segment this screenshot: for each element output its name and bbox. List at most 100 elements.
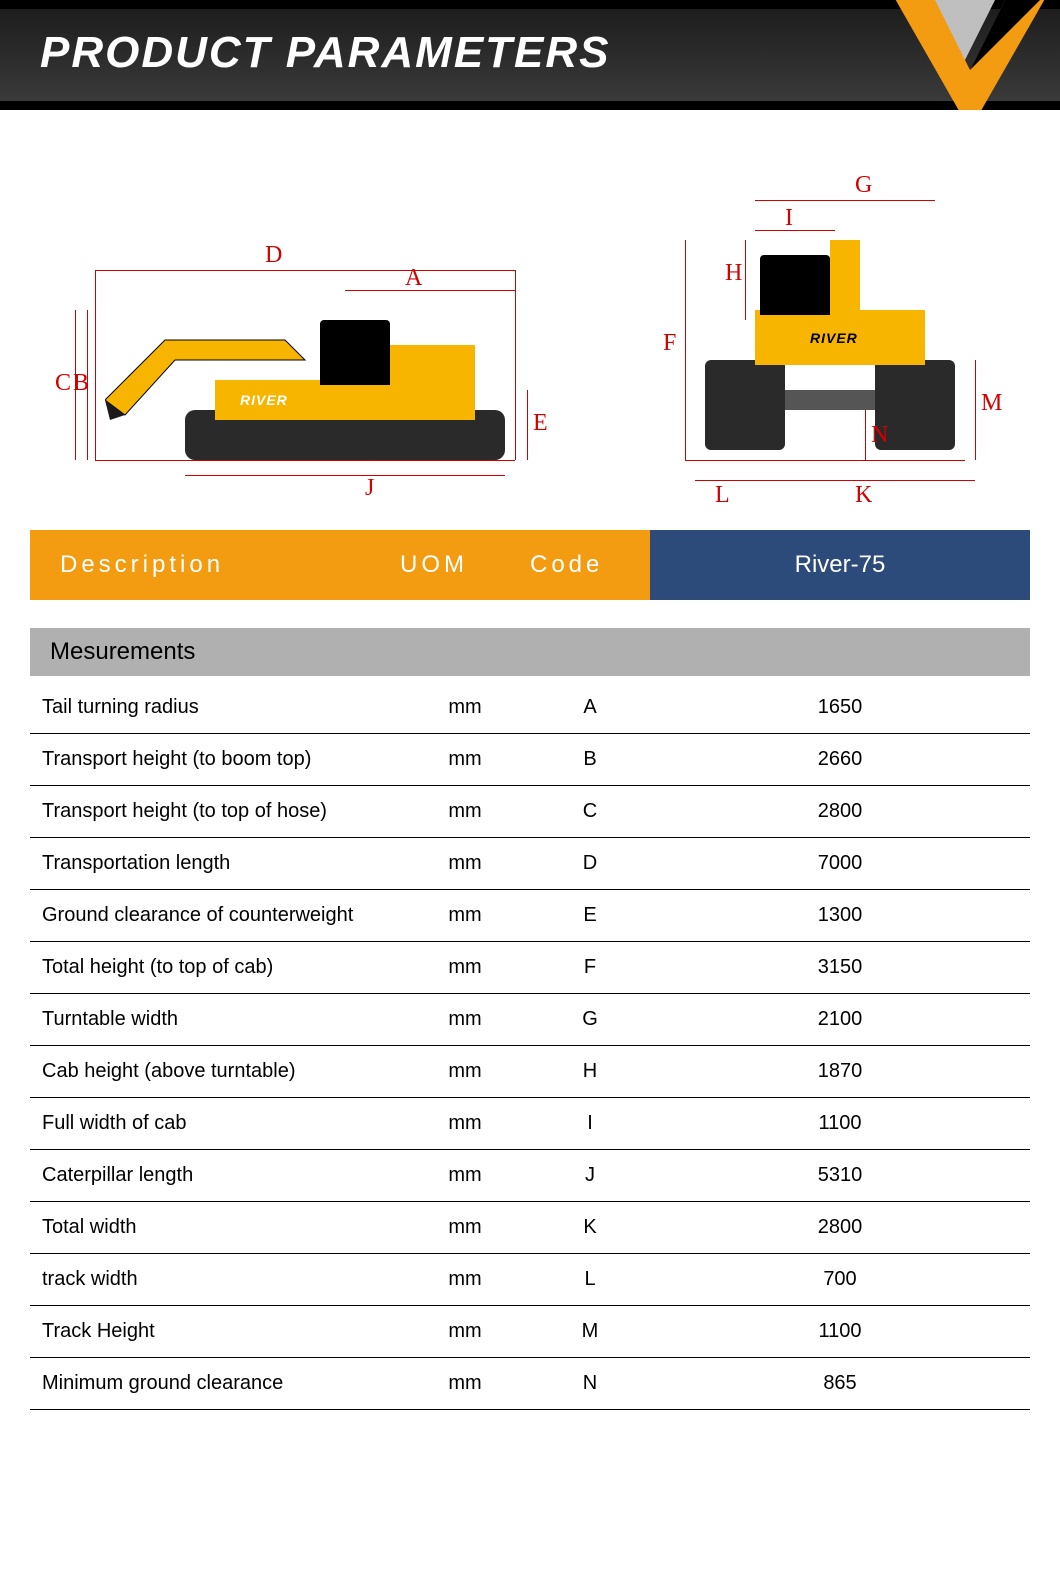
header-banner: PRODUCT PARAMETERS [0, 0, 1060, 110]
header-orange: Description UOM Code [30, 530, 650, 600]
cell-val: 3150 [650, 942, 1030, 994]
dim-label-L: L [715, 482, 730, 509]
cell-uom: mm [400, 1358, 530, 1410]
cell-uom: mm [400, 1046, 530, 1098]
cell-desc: Total height (to top of cab) [30, 942, 400, 994]
header-model: River-75 [650, 530, 1030, 600]
cell-val: 2100 [650, 994, 1030, 1046]
table-row: Track HeightmmM1100 [30, 1306, 1030, 1358]
cell-code: N [530, 1358, 650, 1410]
cell-val: 700 [650, 1254, 1030, 1306]
diagram-front-view: RIVER G I H F M N L K [635, 190, 995, 490]
cell-code: D [530, 838, 650, 890]
page-title: PRODUCT PARAMETERS [40, 28, 611, 78]
cell-val: 2800 [650, 786, 1030, 838]
cell-desc: Ground clearance of counterweight [30, 890, 400, 942]
table-row: Ground clearance of counterweightmmE1300 [30, 890, 1030, 942]
cell-uom: mm [400, 1306, 530, 1358]
dim-label-D: D [265, 242, 282, 269]
dim-label-J: J [365, 475, 374, 502]
cell-uom: mm [400, 838, 530, 890]
dim-label-N: N [871, 422, 888, 449]
cell-desc: Total width [30, 1202, 400, 1254]
cell-code: F [530, 942, 650, 994]
cell-val: 2800 [650, 1202, 1030, 1254]
dim-label-A: A [405, 265, 422, 292]
cell-code: E [530, 890, 650, 942]
cell-code: A [530, 682, 650, 734]
dim-label-B: B [73, 370, 89, 397]
cell-desc: Tail turning radius [30, 682, 400, 734]
header-description: Description [30, 551, 400, 579]
spec-table-wrap: Description UOM Code River-75 Mesurement… [0, 530, 1060, 1470]
table-row: Transport height (to boom top)mmB2660 [30, 734, 1030, 786]
dim-label-H: H [725, 260, 742, 287]
table-row: Tail turning radiusmmA1650 [30, 682, 1030, 734]
cell-code: I [530, 1098, 650, 1150]
dim-label-C: C [55, 370, 71, 397]
cell-code: K [530, 1202, 650, 1254]
cell-uom: mm [400, 1098, 530, 1150]
cell-desc: track width [30, 1254, 400, 1306]
cell-desc: Turntable width [30, 994, 400, 1046]
table-column-header: Description UOM Code River-75 [30, 530, 1030, 600]
dim-label-I: I [785, 205, 793, 232]
cell-val: 1870 [650, 1046, 1030, 1098]
cell-uom: mm [400, 1150, 530, 1202]
dim-label-M: M [981, 390, 1002, 417]
table-row: track widthmmL700 [30, 1254, 1030, 1306]
cell-desc: Transportation length [30, 838, 400, 890]
table-row: Total height (to top of cab)mmF3150 [30, 942, 1030, 994]
cell-uom: mm [400, 994, 530, 1046]
header-uom: UOM [400, 551, 530, 579]
cell-code: L [530, 1254, 650, 1306]
cell-desc: Track Height [30, 1306, 400, 1358]
cell-code: G [530, 994, 650, 1046]
diagram-area: RIVER D A C B E J RIVER G I H F M N L [0, 110, 1060, 530]
cell-uom: mm [400, 942, 530, 994]
table-row: Transport height (to top of hose)mmC2800 [30, 786, 1030, 838]
cell-val: 1650 [650, 682, 1030, 734]
cell-uom: mm [400, 1202, 530, 1254]
table-row: Transportation lengthmmD7000 [30, 838, 1030, 890]
cell-val: 5310 [650, 1150, 1030, 1202]
cell-val: 2660 [650, 734, 1030, 786]
table-row: Turntable widthmmG2100 [30, 994, 1030, 1046]
cell-code: M [530, 1306, 650, 1358]
logo-v-icon [860, 0, 1060, 110]
cell-desc: Full width of cab [30, 1098, 400, 1150]
cell-code: J [530, 1150, 650, 1202]
table-row: Minimum ground clearancemmN865 [30, 1358, 1030, 1410]
cell-uom: mm [400, 682, 530, 734]
table-row: Total widthmmK2800 [30, 1202, 1030, 1254]
cell-val: 1100 [650, 1098, 1030, 1150]
cell-val: 7000 [650, 838, 1030, 890]
brand-label-front: RIVER [810, 330, 858, 346]
header-code: Code [530, 551, 650, 579]
cell-code: C [530, 786, 650, 838]
cell-uom: mm [400, 890, 530, 942]
cell-desc: Caterpillar length [30, 1150, 400, 1202]
cell-val: 1300 [650, 890, 1030, 942]
dim-label-E: E [533, 410, 548, 437]
cell-code: H [530, 1046, 650, 1098]
cell-uom: mm [400, 1254, 530, 1306]
table-row: Full width of cabmmI1100 [30, 1098, 1030, 1150]
dim-label-K: K [855, 482, 872, 509]
cell-val: 1100 [650, 1306, 1030, 1358]
dim-label-G: G [855, 172, 872, 199]
cell-val: 865 [650, 1358, 1030, 1410]
cell-desc: Minimum ground clearance [30, 1358, 400, 1410]
table-row: Caterpillar lengthmmJ5310 [30, 1150, 1030, 1202]
cell-desc: Transport height (to boom top) [30, 734, 400, 786]
section-measurements: Mesurements [30, 628, 1030, 676]
brand-label-side: RIVER [240, 392, 288, 408]
table-row: Cab height (above turntable)mmH1870 [30, 1046, 1030, 1098]
cell-desc: Transport height (to top of hose) [30, 786, 400, 838]
cell-uom: mm [400, 786, 530, 838]
diagram-side-view: RIVER D A C B E J [65, 250, 545, 490]
dim-label-F: F [663, 330, 676, 357]
measurements-table: Tail turning radiusmmA1650Transport heig… [30, 682, 1030, 1410]
cell-uom: mm [400, 734, 530, 786]
cell-code: B [530, 734, 650, 786]
